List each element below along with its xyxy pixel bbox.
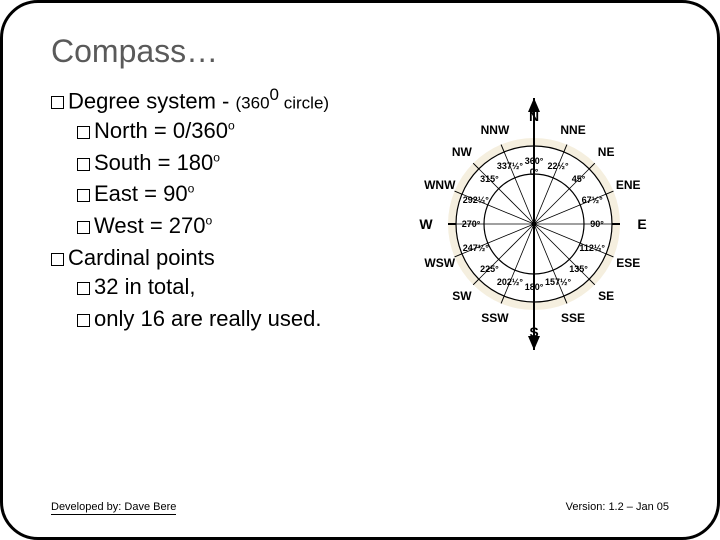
deg-sup: o [213, 150, 220, 164]
only16-item: only 16 are really used. [77, 304, 399, 334]
degree-sublist: North = 0/360o South = 180o East = 90o W… [77, 116, 399, 241]
developed-by: Developed by: Dave Bere [51, 501, 176, 515]
west-text: West = 270 [94, 213, 206, 238]
compass-deg-ne: 45° [572, 174, 586, 184]
compass-deg-sw: 225° [480, 264, 499, 274]
compass-rose: N NNE NE ENE E ESE SE SSE S SSW SW WSW W WNW NW NNW 360°… [404, 84, 664, 364]
compass-label-sw: SW [452, 289, 471, 303]
footer: Developed by: Dave Bere Version: 1.2 – J… [51, 501, 669, 515]
north-item: North = 0/360o [77, 116, 399, 146]
compass-label-e: E [637, 216, 646, 232]
bullet-icon [77, 189, 90, 202]
compass-label-ssw: SSW [481, 311, 508, 325]
compass-deg-ene: 67½° [582, 195, 603, 205]
compass-label-wsw: WSW [424, 256, 455, 270]
compass-label-nne: NNE [560, 123, 585, 137]
bullet-icon [51, 96, 64, 109]
cardinal-text: Cardinal points [68, 245, 215, 270]
compass-deg-nne: 22½° [548, 161, 569, 171]
cardinal-sublist: 32 in total, only 16 are really used. [77, 272, 399, 333]
compass-deg-ssw: 202½° [497, 277, 523, 287]
north-text: North = 0/360 [94, 118, 228, 143]
compass-deg-nw: 315° [480, 174, 499, 184]
compass-deg-se: 135° [569, 264, 588, 274]
compass-label-wnw: WNW [424, 178, 455, 192]
version-label: Version: 1.2 – Jan 05 [566, 501, 669, 515]
compass-label-nw: NW [452, 145, 472, 159]
bullet-icon [77, 158, 90, 171]
degree-system-text: Degree system - [68, 88, 236, 113]
compass-label-ese: ESE [616, 256, 640, 270]
degree-note-pre: (360 [236, 93, 270, 112]
degree-system-item: Degree system - (3600 circle) North = 0/… [51, 84, 399, 241]
compass-label-nnw: NNW [481, 123, 510, 137]
total32-item: 32 in total, [77, 272, 399, 302]
compass-label-s: S [529, 324, 538, 340]
compass-deg-sse: 157½° [545, 277, 571, 287]
compass-deg-e: 90° [590, 219, 604, 229]
compass-label-ene: ENE [616, 178, 641, 192]
compass-svg [404, 84, 664, 364]
compass-deg-n: 360° [525, 156, 544, 166]
east-text: East = 90 [94, 181, 188, 206]
compass-deg-ese: 112½° [579, 243, 605, 253]
compass-deg-zero: 0° [530, 167, 539, 177]
deg-sup: o [228, 119, 235, 133]
compass-label-w: W [419, 216, 432, 232]
bullet-icon [77, 282, 90, 295]
only16-text: only 16 are really used. [94, 306, 321, 331]
compass-deg-wsw: 247½° [463, 243, 489, 253]
bullet-icon [51, 253, 64, 266]
compass-deg-nnw: 337½° [497, 161, 523, 171]
east-item: East = 90o [77, 179, 399, 209]
compass-label-sse: SSE [561, 311, 585, 325]
compass-label-ne: NE [598, 145, 615, 159]
deg-sup: o [188, 182, 195, 196]
compass-deg-w: 270° [462, 219, 481, 229]
compass-label-n: N [529, 108, 539, 124]
text-column: Degree system - (3600 circle) North = 0/… [51, 84, 399, 364]
compass-deg-s: 180° [525, 282, 544, 292]
deg-sup: o [206, 214, 213, 228]
bullet-list: Degree system - (3600 circle) North = 0/… [51, 84, 399, 334]
west-item: West = 270o [77, 211, 399, 241]
degree-note-sup: 0 [270, 85, 279, 104]
compass-deg-wnw: 292½° [463, 195, 489, 205]
degree-note-post: circle) [279, 93, 329, 112]
south-text: South = 180 [94, 150, 213, 175]
slide: Compass… Degree system - (3600 circle) N… [0, 0, 720, 540]
south-item: South = 180o [77, 148, 399, 178]
slide-title: Compass… [51, 33, 669, 70]
bullet-icon [77, 126, 90, 139]
compass-label-se: SE [598, 289, 614, 303]
compass-column: N NNE NE ENE E ESE SE SSE S SSW SW WSW W WNW NW NNW 360°… [399, 84, 669, 364]
bullet-icon [77, 221, 90, 234]
bullet-icon [77, 314, 90, 327]
total32-text: 32 in total, [94, 274, 196, 299]
cardinal-item: Cardinal points 32 in total, only 16 are… [51, 243, 399, 334]
content-row: Degree system - (3600 circle) North = 0/… [51, 84, 669, 364]
